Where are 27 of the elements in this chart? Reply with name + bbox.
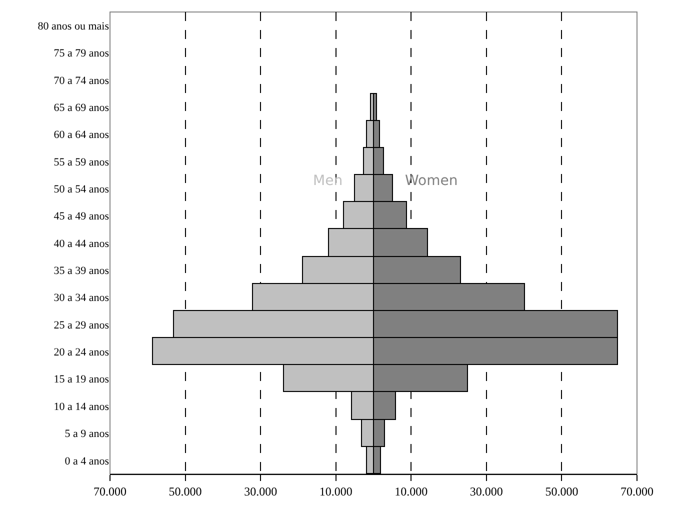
x-tick-label: 70.000 (94, 484, 126, 498)
y-tick-label: 20 a 24 anos (54, 346, 109, 359)
y-tick-label: 55 a 59 anos (54, 156, 109, 168)
y-tick-label: 60 a 64 anos (54, 129, 109, 142)
y-tick-label: 75 a 79 anos (54, 48, 109, 60)
y-tick-label: 45 a 49 anos (54, 210, 109, 223)
y-tick-label: 80 anos ou mais (38, 20, 109, 32)
series-label: Men (313, 173, 343, 189)
x-tick-label: 50.000 (168, 484, 202, 498)
y-tick-label: 15 a 19 anos (54, 374, 109, 386)
x-tick-label: 70.000 (620, 484, 654, 498)
series-label: Women (405, 173, 458, 189)
y-tick-label: 50 a 54 anos (54, 184, 109, 196)
y-tick-label: 30 a 34 anos (54, 292, 109, 304)
y-tick-label: 5 a 9 anos (64, 428, 109, 440)
x-tick-label: 50.000 (545, 484, 578, 498)
x-tick-label: 30.000 (470, 484, 503, 498)
x-tick-label: 10.000 (319, 484, 352, 498)
y-tick-label: 70 a 74 anos (54, 74, 109, 87)
y-tick-label: 10 a 14 anos (54, 400, 109, 413)
y-tick-label: 35 a 39 anos (54, 265, 109, 278)
x-tick-label: 10.000 (394, 484, 428, 498)
y-tick-label: 25 a 29 anos (54, 319, 109, 332)
y-tick-label: 0 a 4 anos (64, 455, 109, 468)
y-tick-label: 40 a 44 anos (54, 238, 109, 250)
y-tick-label: 65 a 69 anos (54, 102, 109, 114)
x-tick-label: 30.000 (244, 484, 278, 498)
